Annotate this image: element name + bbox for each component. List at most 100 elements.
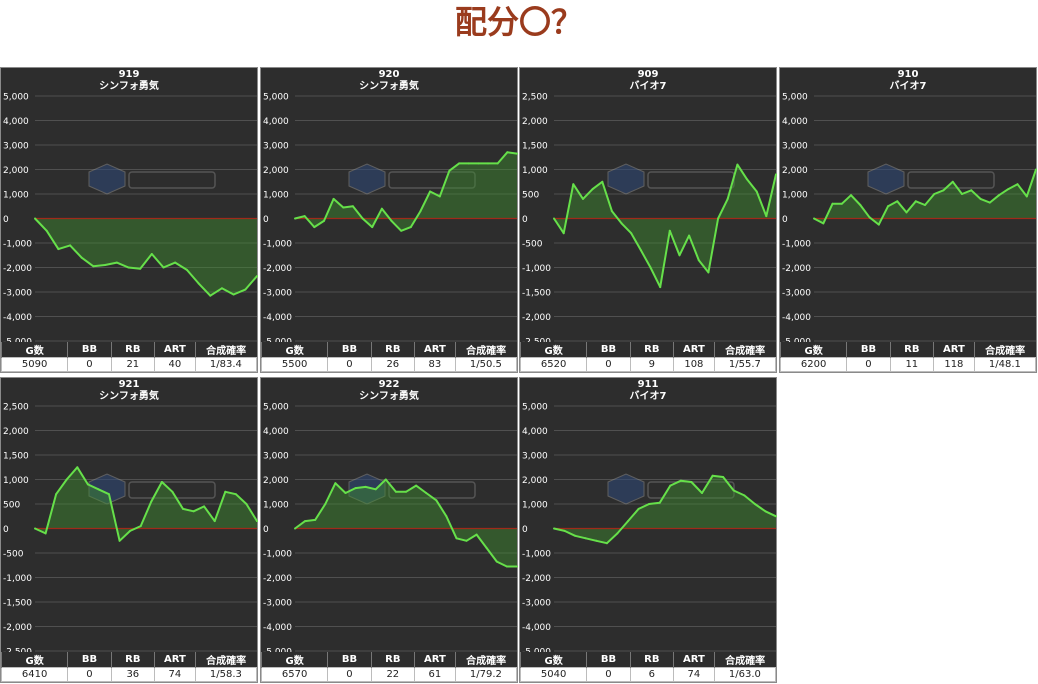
machine-number: 920 [378, 69, 400, 80]
data-point [174, 261, 177, 264]
y-tick-label: 2,000 [782, 166, 808, 176]
y-tick-label: 0 [3, 215, 9, 225]
stats-table: G数 BB RB ART 合成確率 6570 0 22 61 1/79.2 [260, 652, 518, 682]
data-point [69, 244, 72, 247]
y-tick-label: -1,000 [263, 240, 292, 250]
data-point [775, 173, 777, 176]
data-point [746, 178, 748, 181]
stats-value-rate: 1/48.1 [973, 357, 1037, 372]
y-tick-label: 0 [263, 215, 269, 225]
data-point [850, 194, 852, 197]
y-tick-label: 2,000 [3, 427, 29, 437]
data-point [764, 510, 767, 513]
watermark-logo [607, 473, 735, 505]
y-tick-label: 1,000 [782, 191, 808, 201]
stats-value-rate: 1/58.3 [194, 667, 258, 682]
data-point [197, 282, 200, 285]
y-tick-label: 5,000 [3, 93, 29, 103]
stats-header-cell: BB [586, 342, 631, 358]
y-tick-label: -2,000 [263, 574, 292, 584]
data-point [813, 217, 815, 220]
y-tick-label: 2,000 [522, 117, 548, 127]
stats-header-cell: ART [153, 342, 196, 358]
stats-header-cell: ART [932, 342, 975, 358]
y-tick-label: 3,000 [782, 142, 808, 152]
data-point [620, 222, 623, 225]
data-point [516, 565, 518, 568]
stats-value-art: 74 [672, 667, 715, 682]
data-point [209, 294, 212, 297]
stats-value-g: 6410 [0, 667, 69, 682]
data-point [192, 510, 195, 513]
stats-header-cell: RB [629, 342, 674, 358]
y-tick-label: -3,000 [782, 289, 811, 299]
stats-header-cell: 合成確率 [973, 342, 1036, 358]
data-point [342, 206, 345, 209]
stats-value-bb: 0 [67, 357, 112, 372]
series-line [294, 151, 518, 232]
y-tick-label: 4,000 [263, 117, 289, 127]
data-point [371, 226, 374, 229]
data-point [717, 217, 720, 220]
data-point [605, 542, 608, 545]
y-tick-label: -1,000 [782, 240, 811, 250]
y-tick-label: -1,000 [263, 550, 292, 560]
data-point [553, 527, 555, 530]
series-line [553, 163, 777, 289]
series-area [295, 152, 517, 231]
stats-value-rb: 22 [370, 667, 415, 682]
data-point [732, 489, 735, 492]
data-point [595, 539, 598, 542]
data-point [256, 275, 258, 278]
data-point [435, 499, 438, 502]
data-point [182, 507, 184, 510]
data-point [304, 520, 307, 523]
data-point [477, 162, 480, 165]
chart-header: 919 シンフォ勇気 [1, 69, 257, 93]
data-point [429, 190, 432, 193]
data-point [1016, 183, 1019, 186]
stats-header-cell: RB [110, 342, 155, 358]
stats-table: G数 BB RB ART 合成確率 5040 0 6 74 1/63.0 [519, 652, 777, 682]
y-tick-label: -3,000 [3, 289, 32, 299]
series-area [554, 164, 776, 288]
chart-svg: 2,500 2,000 1,500 1,000 500 0 -500 -1,000 -1,500… [3, 403, 258, 658]
data-point [380, 207, 383, 210]
y-tick-label: 5,000 [263, 403, 289, 413]
data-point [616, 532, 619, 535]
data-point [601, 180, 604, 183]
stats-header-cell: RB [370, 652, 415, 668]
stats-header-cell: 合成確率 [454, 342, 517, 358]
y-tick-label: -1,000 [3, 574, 32, 584]
y-tick-label: 500 [522, 191, 539, 201]
y-tick-label: 2,000 [3, 166, 29, 176]
data-point [467, 162, 470, 165]
data-point [701, 492, 703, 494]
stats-value-bb: 0 [67, 667, 112, 682]
data-point [405, 490, 407, 493]
data-point [658, 501, 661, 504]
y-tick-label: 0 [782, 215, 788, 225]
machine-chart-panel: 5,000 4,000 3,000 2,000 1,000 0 -1,000 -2,000 -3… [779, 67, 1037, 373]
data-point [34, 527, 36, 530]
machine-number: 911 [637, 379, 659, 390]
watermark-logo [348, 163, 476, 195]
stats-header-cell: RB [370, 342, 415, 358]
data-point [722, 476, 725, 478]
y-tick-label: 500 [3, 501, 20, 511]
chart-svg: 5,000 4,000 3,000 2,000 1,000 0 -1,000 -2,000 -3… [782, 93, 1037, 348]
machine-name: シンフォ勇気 [99, 391, 159, 402]
y-tick-label: -2,000 [263, 264, 292, 274]
data-point [34, 217, 36, 220]
data-point [374, 488, 377, 491]
data-point [755, 190, 758, 193]
data-point [970, 189, 973, 192]
stats-header-cell: RB [889, 342, 934, 358]
chart-header: 909 バイオ7 [520, 69, 776, 93]
stats-value-bb: 0 [586, 357, 631, 372]
y-tick-label: -2,000 [522, 574, 551, 584]
y-tick-label: -3,000 [263, 599, 292, 609]
data-point [679, 479, 682, 482]
data-point [840, 202, 843, 205]
stats-value-g: 6570 [260, 667, 329, 682]
